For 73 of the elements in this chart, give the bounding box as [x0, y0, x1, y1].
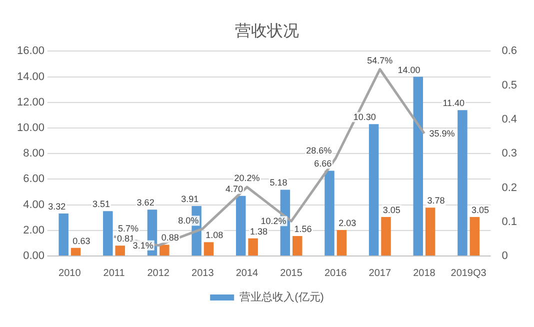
x-tick-label: 2010: [58, 268, 82, 279]
y2-tick-label: 0.1: [502, 216, 518, 228]
x-tick-label: 2012: [147, 268, 170, 279]
data-label: 0.81: [117, 234, 135, 244]
bar: [324, 170, 334, 256]
data-label: 20.2%: [234, 173, 260, 184]
y-tick-label: 0.00: [23, 250, 45, 262]
data-label: 10.30: [353, 112, 376, 122]
data-label: 3.78: [427, 196, 445, 206]
y2-tick-label: 0.2: [502, 182, 518, 194]
bar: [115, 246, 125, 256]
x-tick-label: 2019Q3: [450, 268, 487, 279]
y2-tick-label: 0.4: [502, 114, 518, 126]
data-label: 11.40: [442, 98, 465, 108]
y-tick-label: 6.00: [23, 173, 45, 186]
data-label: 6.66: [314, 158, 332, 169]
bar: [236, 196, 246, 256]
bar: [458, 110, 468, 256]
bar: [470, 216, 480, 256]
data-label: 5.18: [270, 178, 288, 188]
data-label: 35.9%: [429, 128, 455, 138]
data-label: 0.63: [72, 236, 90, 246]
data-label: 8.0%: [178, 216, 199, 226]
y-tick-label: 14.00: [16, 70, 45, 83]
bar: [70, 248, 81, 256]
y-tick-label: 8.00: [23, 148, 45, 160]
bar: [58, 214, 68, 256]
data-label: 3.51: [92, 199, 110, 210]
data-label: 1.38: [250, 226, 268, 236]
data-label: 10.2%: [260, 216, 286, 226]
data-label: 3.62: [136, 198, 154, 208]
legend-label: 营业总收入(亿元): [240, 290, 324, 304]
bar: [336, 230, 347, 256]
bar: [413, 76, 424, 256]
data-label: 3.32: [48, 201, 66, 212]
bar: [103, 211, 113, 256]
x-tick-label: 2013: [192, 268, 214, 279]
bar: [160, 244, 170, 256]
data-label: 28.6%: [306, 145, 332, 156]
y-tick-label: 4.00: [23, 198, 45, 211]
data-label: 0.88: [161, 232, 179, 243]
y-tick-label: 10.00: [16, 122, 45, 134]
bar: [204, 242, 214, 256]
x-tick-label: 2011: [103, 268, 126, 279]
data-label: 3.05: [472, 204, 490, 215]
y-tick-label: 16.00: [16, 45, 45, 58]
chart-title: 营收状况: [235, 20, 299, 40]
data-label: 3.91: [181, 194, 199, 204]
bar: [248, 238, 258, 256]
x-tick-label: 2017: [368, 268, 392, 279]
data-label: 5.7%: [118, 224, 139, 234]
data-label: 3.1%: [132, 240, 154, 250]
x-tick-label: 2014: [236, 268, 259, 279]
bar: [292, 236, 302, 256]
data-label: 1.56: [294, 224, 312, 234]
bar: [368, 124, 379, 256]
data-label: 3.05: [382, 204, 400, 215]
y2-tick-label: 0.5: [502, 79, 518, 92]
data-label: 1.08: [206, 230, 224, 240]
x-tick-label: 2016: [324, 268, 348, 279]
x-tick-label: 2018: [413, 268, 436, 279]
y-tick-label: 12.00: [16, 96, 45, 108]
y2-tick-label: 0: [502, 250, 508, 262]
bar: [381, 216, 391, 256]
y2-tick-label: 0.6: [502, 45, 518, 58]
x-tick-label: 2015: [280, 268, 303, 279]
data-label: 4.70: [225, 184, 243, 194]
data-label: 54.7%: [367, 55, 393, 66]
bar: [425, 208, 436, 256]
y2-tick-label: 0.3: [502, 148, 518, 160]
data-label: 14.00: [398, 64, 420, 75]
data-label: 2.03: [338, 218, 356, 228]
y-tick-label: 2.00: [23, 224, 45, 236]
